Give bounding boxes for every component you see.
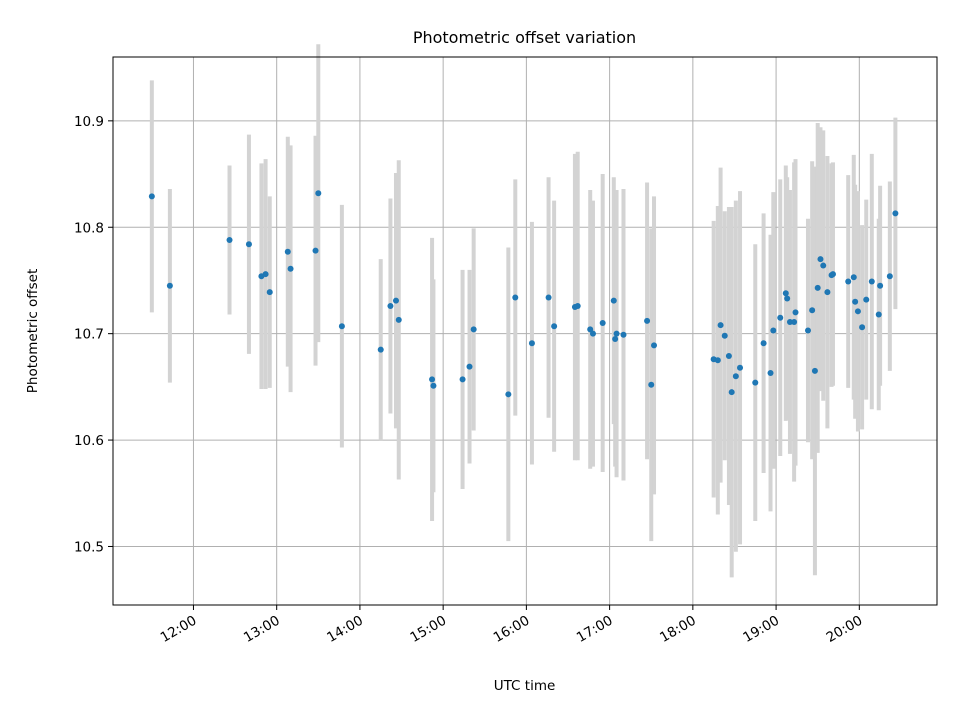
x-tick-label: 12:00 [158,613,200,646]
data-point [728,389,735,396]
data-point [312,247,319,254]
data-point [620,331,627,338]
y-tick-label: 10.9 [74,114,104,130]
data-point [338,323,345,330]
x-tick-label: 15:00 [407,613,449,646]
data-point [875,311,882,318]
data-point [721,332,728,339]
data-point [782,290,789,297]
data-point [528,340,535,347]
data-point [892,210,899,217]
y-tick-label: 10.5 [74,539,104,555]
data-point [732,373,739,380]
data-point [791,318,798,325]
data-point [886,273,893,280]
data-point [315,190,322,197]
data-point [430,382,437,389]
data-point [262,271,269,278]
x-axis-label: UTC time [494,678,556,694]
data-point [226,237,233,244]
data-point [792,309,799,316]
data-point [512,294,519,301]
y-axis-label: Photometric offset [25,269,41,393]
x-tick-label: 16:00 [491,613,533,646]
errorbars [149,44,898,578]
data-point [850,274,857,281]
data-point [752,379,759,386]
data-point [767,370,774,377]
data-point [612,335,619,342]
chart-title: Photometric offset variation [413,28,636,47]
data-point [714,357,721,364]
data-point [737,364,744,371]
data-point [505,391,512,398]
data-point [852,298,859,305]
x-tick-label: 14:00 [324,613,366,646]
data-point [459,376,466,383]
data-point [589,330,596,337]
data-point [814,284,821,291]
data-point [266,289,273,296]
y-axis: 10.5 10.6 10.7 10.8 10.9 [74,114,113,555]
data-point [287,265,294,272]
x-axis: 12:00 13:00 14:00 15:00 16:00 17:00 18:00 19:00… [158,605,866,646]
data-point [760,340,767,347]
plot-area-frame [112,56,938,606]
data-point [770,327,777,334]
data-point [811,367,818,374]
data-point [392,297,399,304]
data-point [651,342,658,349]
data-point [868,278,875,285]
data-point [613,330,620,337]
data-point [470,326,477,333]
data-point [717,322,724,329]
data-point [845,278,852,285]
x-tick-label: 17:00 [574,613,616,646]
data-point [859,324,866,331]
data-point [466,363,473,370]
data-point [648,381,655,388]
data-point [599,320,606,327]
data-point [854,308,861,315]
data-point [551,323,558,330]
y-tick-label: 10.7 [74,327,104,343]
data-point [784,295,791,302]
data-point [587,326,594,333]
x-tick-label: 19:00 [740,613,782,646]
x-tick-label: 13:00 [241,613,283,646]
data-point [817,256,824,263]
data-point [148,193,155,200]
y-tick-label: 10.6 [74,433,104,449]
data-point [166,282,173,289]
data-point [377,346,384,353]
data-point [786,318,793,325]
data-point [284,248,291,255]
data-point [804,327,811,334]
data-point [545,294,552,301]
data-point [644,317,651,324]
data-point [777,314,784,321]
data-point [245,241,252,248]
data-points [148,190,899,398]
x-tick-label: 18:00 [657,613,699,646]
data-point [809,307,816,314]
data-point [610,297,617,304]
data-point [820,262,827,269]
data-point [877,282,884,289]
data-point [824,289,831,296]
data-point [574,302,581,309]
data-point [829,271,836,278]
data-point [395,316,402,323]
x-tick-label: 20:00 [824,613,866,646]
data-point [725,353,732,360]
data-point [429,376,436,383]
data-point [863,296,870,303]
y-tick-label: 10.8 [74,220,104,236]
data-point [387,302,394,309]
